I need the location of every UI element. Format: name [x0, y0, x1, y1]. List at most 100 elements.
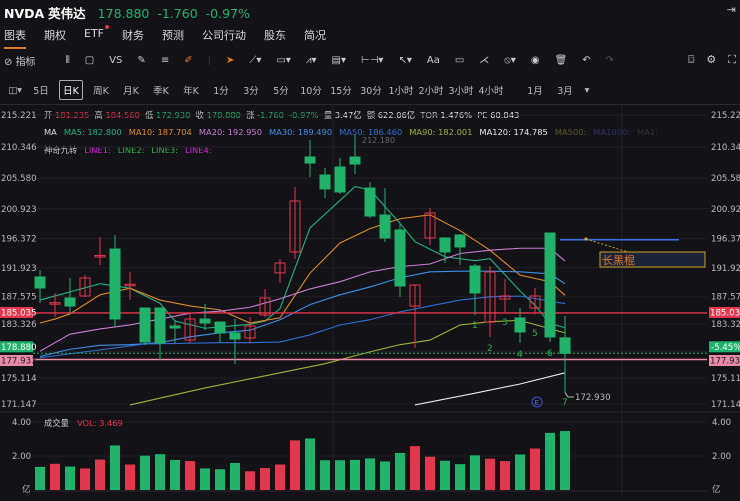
volume-bar	[80, 468, 90, 490]
line-icon[interactable]: ⟋▾	[249, 55, 262, 66]
price-tick-left: 200.923	[1, 205, 37, 215]
volume-bar	[560, 431, 570, 490]
eye-icon[interactable]: ◉	[530, 55, 540, 66]
candle	[544, 232, 556, 338]
period-17[interactable]: 3月	[557, 86, 573, 97]
magnet-icon[interactable]: ⋌	[479, 55, 490, 66]
candle	[304, 156, 316, 164]
ma90-line	[129, 319, 566, 406]
legend-item: LINE1:	[84, 145, 111, 155]
right-tools: ⌼ ⚙ ⛶	[688, 53, 736, 67]
rect-icon[interactable]: ▭▾	[276, 55, 291, 66]
event-marker-icon	[531, 396, 543, 408]
volume-bar	[260, 468, 270, 490]
legend-item: MA5: 182.800	[63, 127, 122, 137]
align-icon[interactable]: ≡	[160, 55, 170, 66]
period-16[interactable]: 1月	[527, 86, 543, 97]
nine-turn-count: 4	[517, 350, 523, 360]
period-13[interactable]: 2小时	[418, 86, 444, 97]
volume-unit: 亿	[22, 483, 31, 495]
period-9[interactable]: 10分	[300, 86, 322, 97]
period-10[interactable]: 15分	[330, 86, 352, 97]
tab-1[interactable]: 期权	[44, 29, 66, 42]
undo-icon[interactable]: ↶	[582, 55, 591, 66]
layout-icon[interactable]: ◫▾	[8, 84, 22, 96]
tab-6[interactable]: 股东	[264, 29, 286, 42]
candle	[469, 265, 481, 294]
pattern-icon[interactable]: ⩘▾	[305, 55, 317, 66]
tab-bar: 图表 期权 ETF 财务 预测 公司行动 股东 简况	[4, 25, 344, 49]
pct-badge	[709, 341, 740, 353]
volume-bar	[50, 463, 60, 490]
period-4[interactable]: 季K	[153, 86, 169, 97]
period-0[interactable]: 5日	[33, 86, 49, 97]
period-15[interactable]: 4小时	[478, 86, 504, 97]
period-dropdown-icon[interactable]: ▾	[584, 84, 590, 96]
cursor-icon[interactable]: ➤	[225, 55, 235, 66]
period-11[interactable]: 30分	[360, 86, 382, 97]
tab-4[interactable]: 预测	[162, 29, 184, 42]
brush-icon[interactable]: ⦸▾	[504, 55, 516, 66]
square-icon[interactable]: ▢	[84, 55, 95, 66]
period-3[interactable]: 月K	[123, 86, 139, 97]
candle	[439, 237, 451, 253]
text-icon[interactable]: Aa	[426, 55, 440, 66]
volume-unit: 亿	[712, 483, 721, 495]
indicator-button[interactable]: ⊘ 指标	[4, 57, 36, 68]
measure-icon[interactable]: ⊢⊣▾	[361, 55, 384, 66]
trash-icon[interactable]: 🗑	[554, 55, 568, 66]
settings-icon[interactable]: ⚙	[706, 53, 717, 66]
vs-button[interactable]: VS	[109, 55, 123, 66]
tab-0[interactable]: 图表	[4, 29, 26, 49]
period-5[interactable]: 年K	[183, 86, 199, 97]
volume-bar	[35, 466, 45, 490]
price-tick-right: 210.346	[711, 143, 740, 153]
price-tick-left: 196.372	[1, 235, 37, 245]
drawing-icon[interactable]: ✎	[137, 55, 146, 66]
period-8[interactable]: 5分	[273, 86, 289, 97]
price-tick-right: 183.326	[711, 320, 740, 330]
camera-icon[interactable]: ⌼	[687, 53, 695, 66]
legend-item: MA120: 174.785	[479, 127, 548, 137]
period-1[interactable]: 日K	[59, 80, 83, 100]
event-marker: E	[535, 399, 539, 407]
price-tick-right: 215.221	[711, 111, 740, 121]
period-12[interactable]: 1小时	[388, 86, 414, 97]
period-14[interactable]: 3小时	[448, 86, 474, 97]
sidebar-collapse-icon[interactable]: ⇥	[726, 3, 736, 16]
candle	[559, 337, 571, 354]
period-bar: ◫▾ 5日 日K 周K 月K 季K 年K 1分 3分 5分 10分 15分 30分 1小时 2小时 3小时 4…	[4, 80, 594, 100]
volume-bar	[470, 455, 480, 490]
volume-value: VOL: 3.469	[77, 418, 123, 428]
ma20-line	[39, 247, 566, 352]
price-tick-right: 205.580	[711, 174, 740, 184]
redo-icon[interactable]: ↷	[605, 55, 615, 66]
candle	[154, 307, 166, 344]
arrow-icon[interactable]: ↖▾	[398, 55, 412, 66]
comment-icon[interactable]: ▭	[454, 55, 465, 66]
candle	[169, 325, 181, 329]
fullscreen-icon[interactable]: ⛶	[728, 53, 736, 66]
price-tick-left: 205.580	[1, 174, 37, 184]
tab-2[interactable]: ETF	[84, 25, 109, 43]
tab-7[interactable]: 简况	[304, 29, 326, 42]
candle	[229, 332, 241, 340]
period-6[interactable]: 1分	[213, 86, 229, 97]
price-tick-right: 171.147	[711, 400, 740, 410]
volume-tick: 4.00	[12, 418, 31, 428]
fib-icon[interactable]: ▤▾	[331, 55, 346, 66]
ma50-line	[39, 295, 566, 359]
candle-type-icon[interactable]: ⫴	[65, 55, 70, 66]
period-2[interactable]: 周K	[93, 86, 109, 97]
candle	[319, 174, 331, 190]
legend-item: MA30: 189.490	[268, 127, 333, 137]
tab-5[interactable]: 公司行动	[202, 29, 246, 42]
volume-bar	[380, 461, 390, 490]
price-level-badge-left	[0, 306, 33, 318]
candle	[514, 317, 526, 333]
notification-dot	[105, 25, 109, 29]
pen-icon[interactable]: ✐	[184, 55, 193, 66]
period-7[interactable]: 3分	[243, 86, 259, 97]
tab-3[interactable]: 财务	[122, 29, 144, 42]
